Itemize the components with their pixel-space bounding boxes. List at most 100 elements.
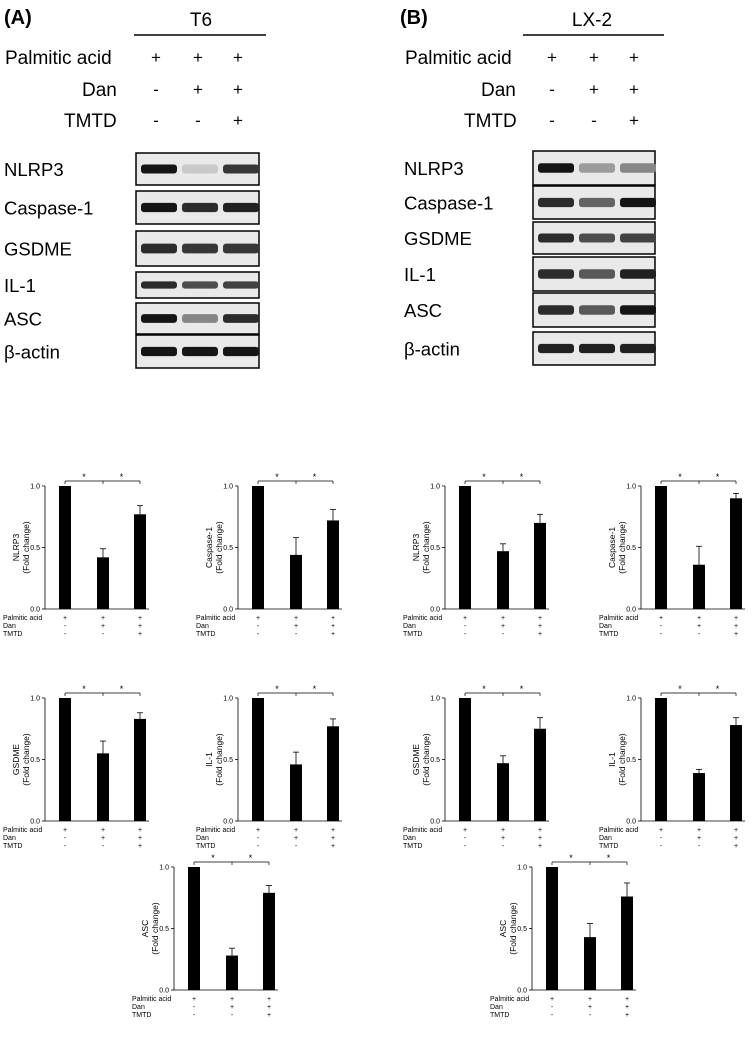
x-treatment-sign: -	[64, 835, 67, 842]
western-blot--actin: β-actin	[4, 334, 260, 369]
significance-star: *	[482, 684, 486, 694]
blot-panel-t6: (A) T6 Palmitic acid + + + Dan - + + TMTD - - + NLRP3 C…	[4, 7, 266, 369]
cell-line-title: T6	[190, 10, 212, 31]
bar	[59, 698, 71, 821]
x-treatment-label: TMTD	[599, 631, 618, 638]
y-axis-label: GSDME(Fold change)	[11, 733, 31, 786]
x-treatment-label: TMTD	[403, 631, 422, 638]
bar	[693, 773, 705, 821]
significance-star: *	[520, 472, 524, 482]
y-tick-label: 0.0	[223, 819, 233, 826]
y-axis-label-line: (Fold change)	[214, 521, 224, 574]
x-treatment-sign: -	[257, 631, 260, 638]
bar-chart-b-7: 0.0 0.5 1.0 IL-1(Fold change) * * Palmitic aci…	[599, 684, 745, 850]
blot-band	[538, 197, 574, 208]
y-tick-label: 0.0	[517, 988, 527, 995]
significance-star: *	[120, 472, 124, 482]
x-treatment-sign: +	[138, 623, 142, 630]
y-tick-label: 0.0	[626, 607, 636, 614]
x-treatment-label: TMTD	[132, 1012, 151, 1019]
x-treatment-sign: +	[267, 1012, 271, 1019]
x-treatment-label: Dan	[3, 623, 16, 630]
x-treatment-sign: +	[538, 623, 542, 630]
x-treatment-sign: -	[464, 623, 467, 630]
x-treatment-sign: +	[538, 631, 542, 638]
y-axis-label-line: (Fold change)	[508, 902, 518, 955]
x-treatment-sign: -	[464, 843, 467, 850]
bar	[226, 955, 238, 990]
x-treatment-sign: +	[625, 996, 629, 1003]
bar	[252, 698, 264, 821]
western-blot-gsdme: GSDME	[404, 221, 656, 255]
blot-band	[538, 269, 574, 279]
blot-band	[141, 243, 177, 254]
blot-band	[223, 314, 259, 323]
treatment-sign: -	[153, 80, 159, 99]
x-treatment-sign: +	[697, 615, 701, 622]
x-treatment-sign: +	[734, 835, 738, 842]
x-treatment-sign: -	[64, 623, 67, 630]
y-tick-label: 0.0	[30, 607, 40, 614]
x-treatment-sign: +	[138, 835, 142, 842]
y-axis-label-line: (Fold change)	[421, 521, 431, 574]
x-treatment-label: TMTD	[196, 843, 215, 850]
bar	[584, 937, 596, 990]
blot-label: Caspase-1	[4, 198, 93, 219]
treatment-label: Dan	[82, 80, 117, 101]
treatment-sign: +	[193, 48, 203, 67]
x-treatment-sign: +	[192, 996, 196, 1003]
x-treatment-sign: -	[502, 843, 505, 850]
x-treatment-sign: +	[101, 615, 105, 622]
y-axis-label-line: Caspase-1	[607, 527, 617, 568]
y-tick-label: 1.0	[30, 696, 40, 703]
y-axis-label: Caspase-1(Fold change)	[204, 521, 224, 574]
x-treatment-label: Palmitic acid	[3, 827, 42, 834]
treatment-label: TMTD	[464, 111, 517, 132]
x-treatment-label: Dan	[490, 1004, 503, 1011]
bar	[459, 698, 471, 821]
x-treatment-sign: +	[230, 1004, 234, 1011]
x-treatment-sign: +	[230, 996, 234, 1003]
x-treatment-sign: +	[501, 827, 505, 834]
bar	[263, 892, 275, 990]
x-treatment-sign: +	[267, 1004, 271, 1011]
y-axis-label: IL-1(Fold change)	[607, 733, 627, 786]
x-treatment-label: Dan	[3, 835, 16, 842]
x-treatment-label: Palmitic acid	[490, 996, 529, 1003]
treatment-sign: +	[629, 48, 639, 67]
treatment-label: TMTD	[64, 111, 117, 132]
x-treatment-sign: +	[697, 623, 701, 630]
x-treatment-sign: +	[256, 615, 260, 622]
significance-star: *	[313, 472, 317, 482]
blot-band	[223, 346, 259, 357]
y-tick-label: 0.5	[223, 757, 233, 764]
cell-line-title: LX-2	[572, 10, 612, 31]
treatment-sign: +	[233, 111, 243, 130]
x-treatment-label: TMTD	[403, 843, 422, 850]
y-tick-label: 0.5	[517, 926, 527, 933]
significance-star: *	[82, 684, 86, 694]
blot-label: β-actin	[4, 342, 60, 363]
x-treatment-sign: +	[463, 827, 467, 834]
blot-band	[223, 164, 259, 174]
x-treatment-sign: +	[734, 631, 738, 638]
x-treatment-sign: +	[501, 615, 505, 622]
blot-label: ASC	[404, 300, 442, 321]
treatment-sign: +	[193, 80, 203, 99]
y-tick-label: 0.0	[626, 819, 636, 826]
bar	[497, 551, 509, 609]
significance-star: *	[249, 853, 253, 863]
y-tick-label: 1.0	[30, 484, 40, 491]
bar	[327, 520, 339, 609]
y-tick-label: 1.0	[626, 484, 636, 491]
y-axis-label-line: IL-1	[607, 752, 617, 767]
y-axis-label-text: GSDME(Fold change)	[11, 733, 31, 786]
x-treatment-sign: +	[734, 623, 738, 630]
x-treatment-sign: -	[660, 843, 663, 850]
bar	[655, 698, 667, 821]
x-treatment-label: Dan	[599, 623, 612, 630]
x-treatment-sign: +	[331, 843, 335, 850]
bar	[252, 486, 264, 609]
x-treatment-sign: +	[331, 623, 335, 630]
blot-band	[538, 305, 574, 315]
